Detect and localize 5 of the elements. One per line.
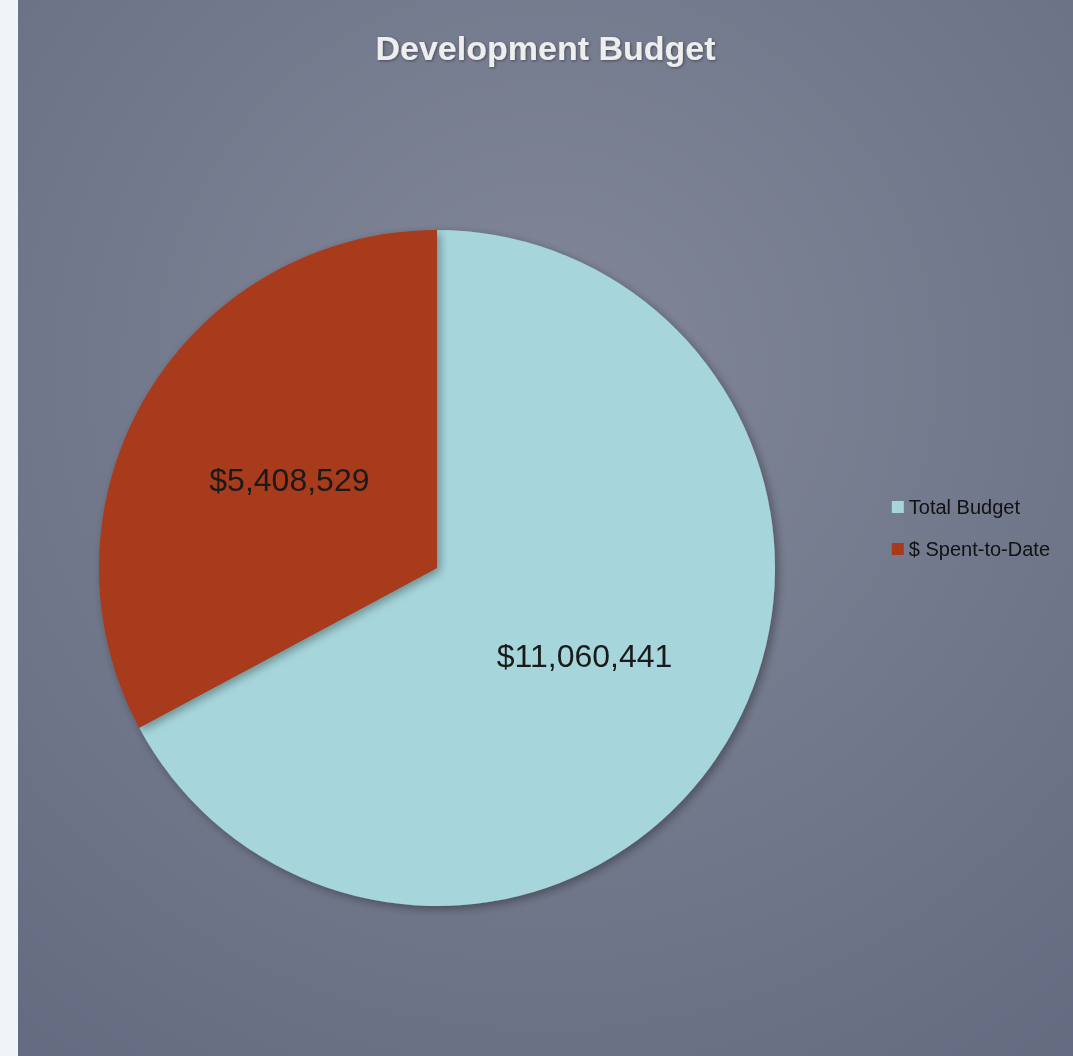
legend-label: $ Spent-to-Date [908,538,1051,560]
data-label: $11,060,441 [496,638,673,675]
legend-label: Total Budget [908,496,1021,518]
chart-title: Development Budget [375,29,716,67]
data-label: $5,408,529 [209,461,370,498]
